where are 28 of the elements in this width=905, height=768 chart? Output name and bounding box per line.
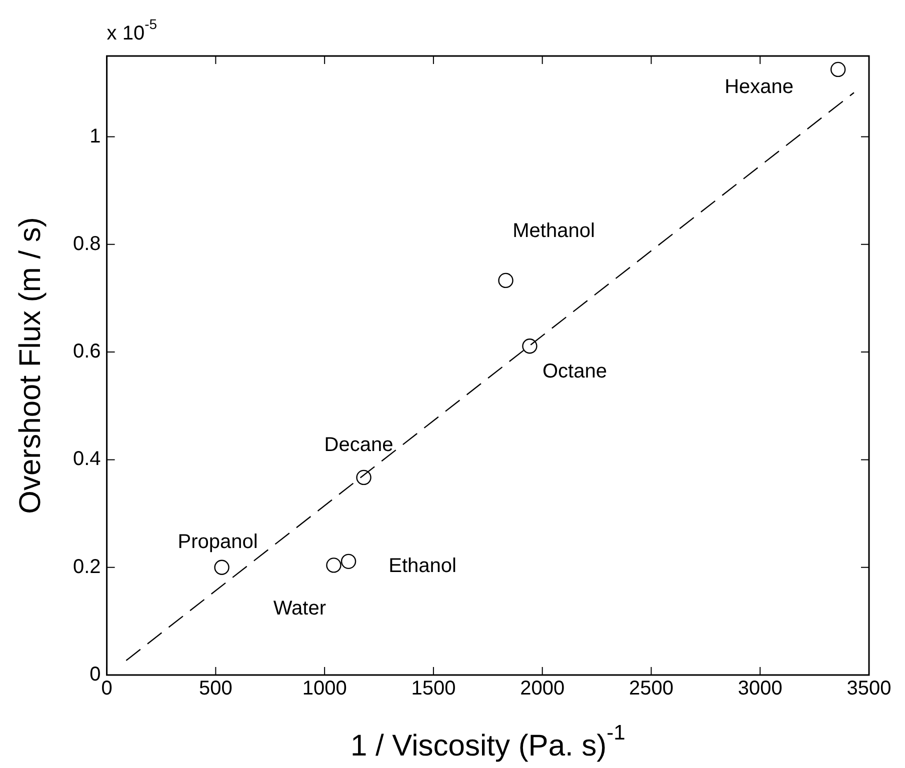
y-tick-label: 0.8 <box>72 232 101 255</box>
annotation: Octane <box>542 360 607 383</box>
point <box>326 558 342 573</box>
x-tick-label: 1500 <box>411 678 456 700</box>
point <box>830 62 846 78</box>
y-axis-title: Overshoot Flux (m / s) <box>14 217 48 514</box>
annotation: Water <box>273 598 326 620</box>
y-tick-label: 0 <box>90 664 101 686</box>
point <box>214 560 230 575</box>
y-tick-label: 0.6 <box>72 340 101 363</box>
y-tick-label: 0.2 <box>72 556 101 578</box>
x-tick-label: 2000 <box>520 678 565 700</box>
x-tick-label: 3500 <box>846 678 892 700</box>
y-tick-label: 0.4 <box>72 448 101 470</box>
point <box>522 338 538 354</box>
x-tick-label: 2500 <box>628 678 674 700</box>
x-tick-label: 500 <box>199 678 232 700</box>
point <box>340 554 356 570</box>
y-tick-label: 1 <box>90 125 101 148</box>
annotation: Methanol <box>512 220 595 242</box>
annotation: Ethanol <box>388 554 456 577</box>
annotation: Decane <box>324 434 394 456</box>
annotation: Propanol <box>178 530 258 553</box>
point <box>356 470 372 486</box>
point <box>498 272 514 288</box>
annotation: Hexane <box>724 76 794 98</box>
x-tick-label: 1000 <box>302 678 347 700</box>
x-tick-label: 3000 <box>738 678 782 700</box>
